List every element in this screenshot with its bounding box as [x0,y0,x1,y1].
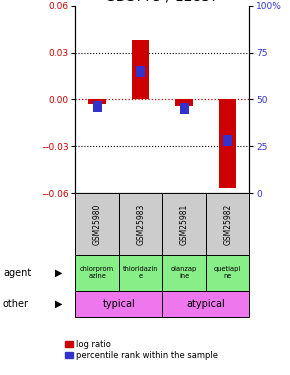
Text: ▶: ▶ [55,268,63,278]
Bar [136,66,145,77]
Text: ▶: ▶ [55,299,63,309]
Bar [93,101,101,112]
Bar [162,255,206,291]
Text: other: other [3,299,29,309]
Text: GSM25983: GSM25983 [136,203,145,245]
Text: quetiapi
ne: quetiapi ne [214,266,241,279]
Legend: log ratio, percentile rank within the sample: log ratio, percentile rank within the sa… [65,340,218,360]
Bar [206,193,249,255]
Bar [119,255,162,291]
Text: typical: typical [103,299,135,309]
Bar [119,193,162,255]
Bar [75,193,119,255]
Bar [88,99,106,104]
Bar [223,135,232,146]
Bar [175,99,193,106]
Bar [75,255,119,291]
Bar [162,193,206,255]
Bar [206,255,249,291]
Bar [162,291,249,317]
Text: GSM25981: GSM25981 [180,203,189,245]
Text: olanzap
ine: olanzap ine [171,266,197,279]
Bar [132,40,149,99]
Text: thioridazin
e: thioridazin e [123,266,158,279]
Title: GDS775 / 12837: GDS775 / 12837 [106,0,219,3]
Bar [219,99,236,188]
Text: chlorprom
azine: chlorprom azine [80,266,114,279]
Bar [75,291,162,317]
Text: agent: agent [3,268,31,278]
Text: atypical: atypical [186,299,225,309]
Bar [180,103,189,114]
Text: GSM25980: GSM25980 [93,203,102,245]
Text: GSM25982: GSM25982 [223,203,232,245]
